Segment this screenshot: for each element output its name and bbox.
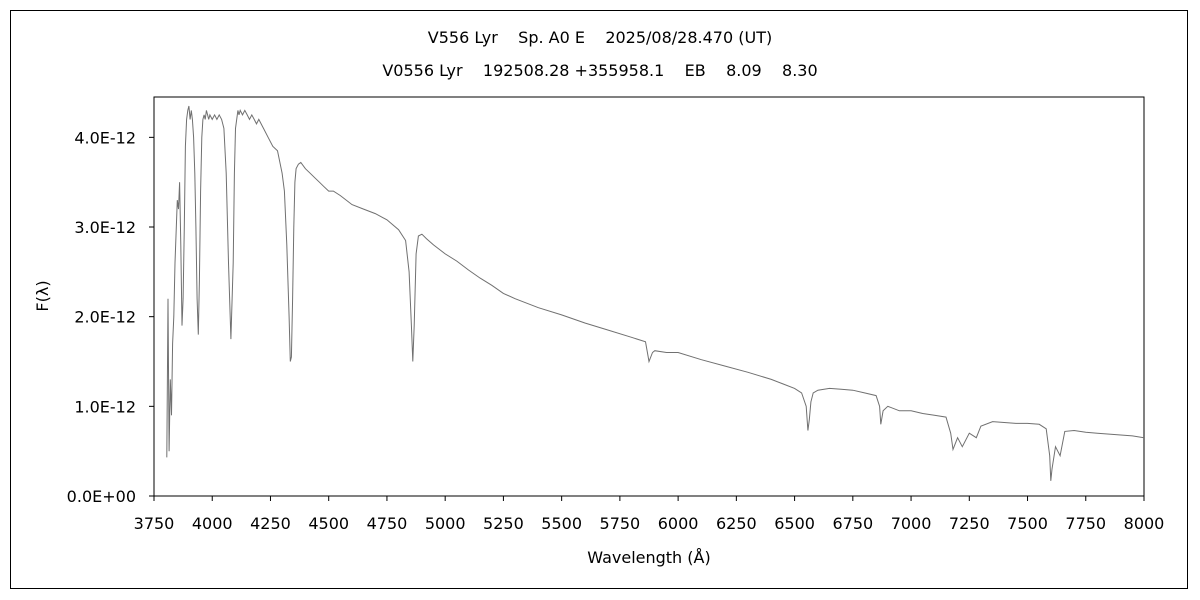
x-tick-label: 6750 [832, 514, 873, 533]
y-tick-label: 4.0E-12 [74, 128, 136, 147]
y-tick-label: 0.0E+00 [67, 487, 136, 506]
x-tick-label: 5250 [483, 514, 524, 533]
x-tick-label: 4500 [308, 514, 349, 533]
chart-subtitle: V0556 Lyr 192508.28 +355958.1 EB 8.09 8.… [382, 61, 818, 80]
x-axis-label: Wavelength (Å) [587, 548, 710, 567]
x-tick-label: 6000 [658, 514, 699, 533]
series-line [166, 105, 1145, 481]
y-axis: 0.0E+00 1.0E-12 2.0E-12 3.0E-12 4.0E-12 [67, 128, 154, 506]
x-tick-label: 4000 [192, 514, 233, 533]
x-tick-label: 7000 [891, 514, 932, 533]
chart-frame [10, 10, 1188, 589]
y-tick-label: 3.0E-12 [74, 218, 136, 237]
x-tick-label: 6250 [716, 514, 757, 533]
x-tick-label: 5750 [600, 514, 641, 533]
x-tick-label: 4250 [250, 514, 291, 533]
x-tick-label: 5500 [541, 514, 582, 533]
x-tick-label: 4750 [367, 514, 408, 533]
x-axis: 3750 4000 4250 4500 4750 5000 5250 5500 5750 6000… [134, 496, 1165, 533]
x-tick-label: 7250 [949, 514, 990, 533]
x-tick-label: 6500 [774, 514, 815, 533]
x-tick-label: 7750 [1065, 514, 1106, 533]
y-axis-label: F(λ) [33, 280, 52, 311]
x-tick-label: 3750 [134, 514, 175, 533]
plot-area [153, 96, 1145, 497]
y-tick-label: 2.0E-12 [74, 308, 136, 327]
y-tick-label: 1.0E-12 [74, 397, 136, 416]
x-tick-label: 8000 [1124, 514, 1165, 533]
x-tick-label: 7500 [1007, 514, 1048, 533]
x-tick-label: 5000 [425, 514, 466, 533]
chart-title: V556 Lyr Sp. A0 E 2025/08/28.470 (UT) [427, 28, 773, 47]
